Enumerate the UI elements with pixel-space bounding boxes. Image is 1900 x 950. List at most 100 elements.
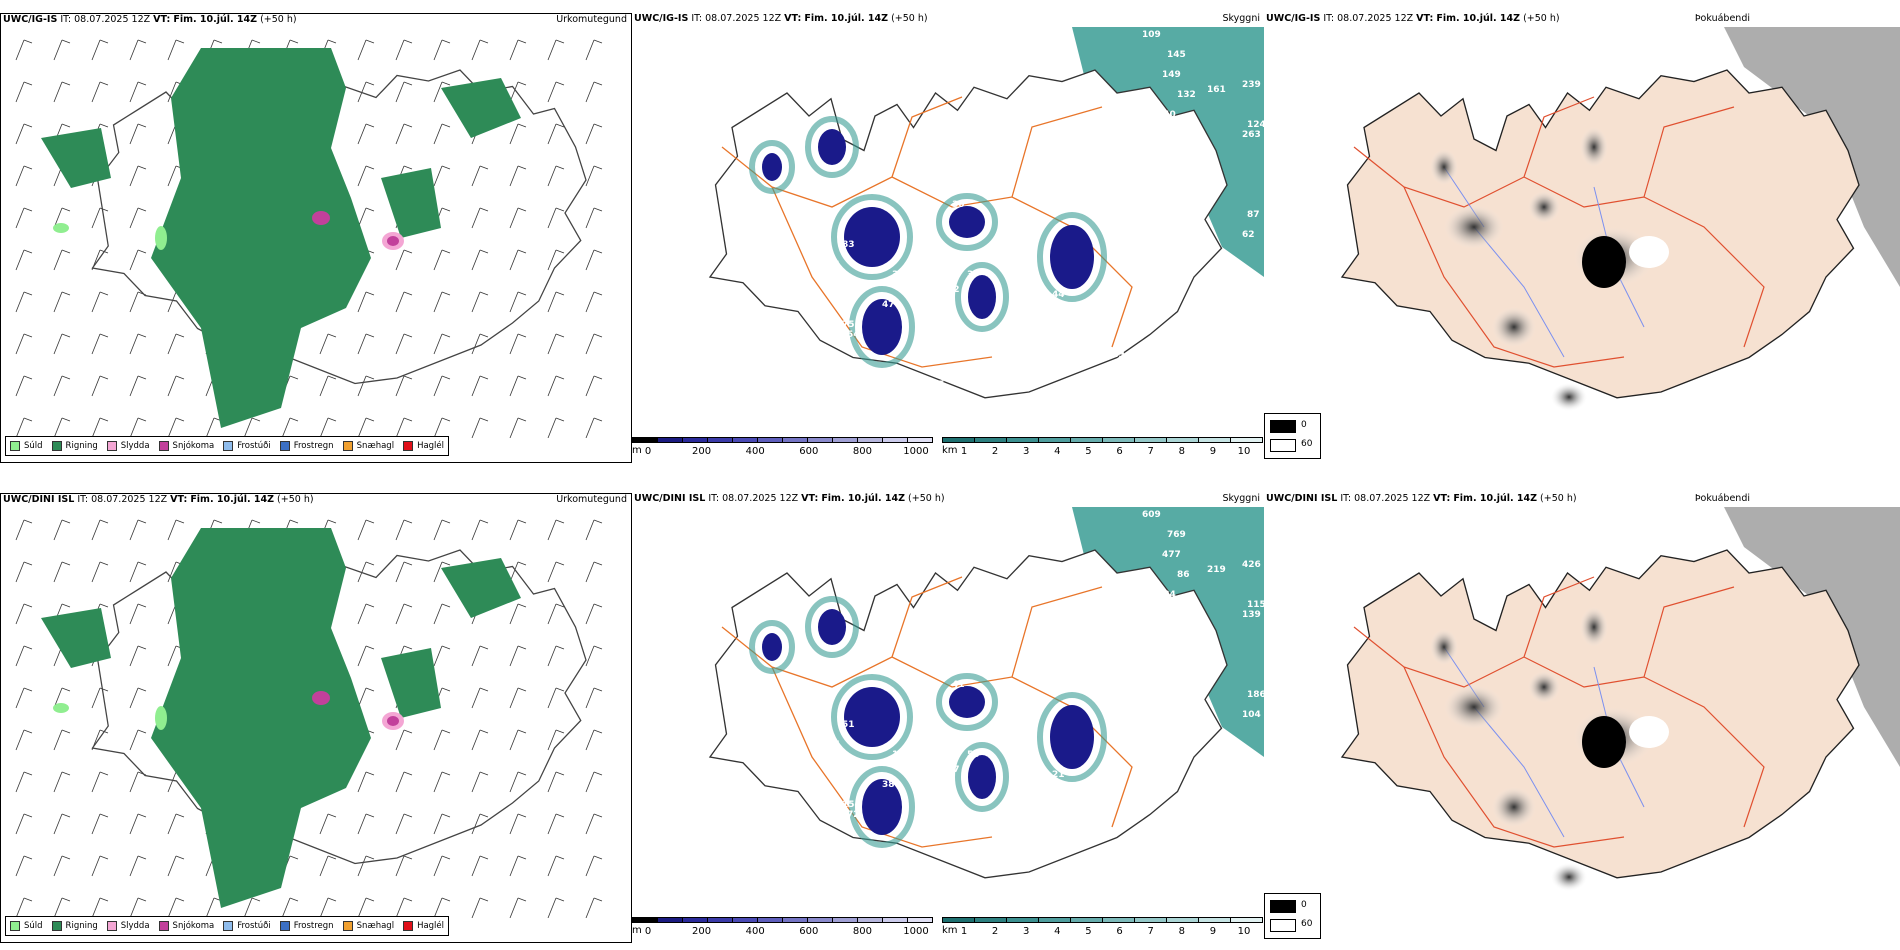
wind-barb-flag [517,813,527,818]
wind-barb [357,813,367,835]
wind-barb [357,645,367,667]
wind-barb-flag [479,333,489,338]
visibility-value-label: 186 [1247,690,1264,700]
colorbar-segment [832,437,858,443]
wind-barb-flag [365,39,375,44]
wind-barb-flag [403,333,413,338]
wind-barb [129,39,139,61]
wind-barb-flag [99,855,109,860]
fog-clear-area [1629,716,1669,748]
fog-map[interactable] [1264,507,1900,907]
fog-map[interactable] [1264,27,1900,427]
wind-barb [357,333,367,355]
wind-barb-flag [517,897,527,902]
wind-barb-flag [593,855,603,860]
wind-barb-flag [365,291,375,296]
wind-barb-flag [593,519,603,524]
wind-barb [167,291,177,313]
legend-item: Frostregn [279,441,334,451]
product-title: Skyggni [1222,493,1260,504]
wind-barb-flag [479,417,489,422]
sea-fog [1724,507,1900,767]
wind-barb [167,855,177,877]
low-cloud-patch [968,755,996,799]
visibility-value-label: 263 [1242,130,1261,140]
wind-barb-flag [175,333,185,338]
fog-core [1582,716,1626,768]
wind-barb [15,291,25,313]
colorbar-segment [1038,437,1071,443]
wind-barb [357,603,367,625]
visibility-value-label: 219 [1207,565,1226,575]
it-label: IT: [1323,13,1335,24]
low-cloud-halo [749,620,795,674]
wind-barb [91,417,101,438]
colorbar-unit: km [942,925,958,936]
legend-swatch [403,441,414,451]
wind-barb-flag [555,813,565,818]
colorbar-tick: 1000 [903,446,929,457]
wind-barb [129,291,139,313]
wind-barb-flag [403,375,413,380]
wind-barb-flag [99,813,109,818]
precip-map[interactable] [1,508,631,918]
wind-barb [15,81,25,103]
snow-area [387,716,399,726]
visibility-value-label: 260 [1172,600,1191,610]
wind-barb [509,771,519,793]
fog-legend-label: 0 [1301,420,1307,430]
visibility-value-label: 61 [1142,580,1155,590]
visibility-map[interactable]: 109 145 149 132 161 239 148 140 219 312 263 124 642 8… [632,27,1264,427]
wind-barb [471,813,481,835]
low-cloud-patch [968,275,996,319]
rain-area [381,168,441,238]
wind-barb [547,519,557,541]
wind-barb [319,855,329,877]
wind-barb-flag [327,813,337,818]
wind-barb-flag [479,729,489,734]
wind-barb-flag [441,249,451,254]
wind-barb [91,39,101,61]
legend-item: Snjókoma [158,921,214,931]
wind-barb [91,561,101,583]
wind-barb [509,165,519,187]
road-network [721,576,1133,848]
visibility-value-label: 115 [1247,600,1264,610]
visibility-value-label: 38 [882,780,895,790]
colorbar-tick: 1000 [903,926,929,937]
wind-barb-flag [23,519,33,524]
wind-barb-flag [441,897,451,902]
fog-patch [1580,127,1608,167]
wind-barb [585,561,595,583]
wind-barb-flag [593,771,603,776]
legend-swatch [10,441,20,451]
wind-barb-flag [289,417,299,422]
low-cloud-halo [1037,212,1107,302]
visibility-map[interactable]: 609 769 477 86 219 426 61 184 260 237 139 115 91 186 1… [632,507,1264,907]
wind-barb-flag [289,375,299,380]
wind-barb [585,813,595,835]
colorbar-tick: 0 [644,446,652,457]
wind-barb [547,603,557,625]
precip-map[interactable] [1,28,631,438]
fog-patch [1444,205,1504,249]
colorbar-segment [657,917,683,923]
wind-barb-flag [593,897,603,902]
low-cloud-halo [955,262,1009,332]
it-label: IT: [60,14,72,25]
it-value: 08.07.2025 12Z [1337,13,1414,24]
legend-swatch [403,921,414,931]
wind-barb-flag [137,81,147,86]
colorbar-segment [1230,437,1263,443]
wind-barb [471,519,481,541]
model-name: UWC/IG-IS [634,13,689,24]
wind-barb-flag [99,291,109,296]
legend-item: Súld [10,441,43,451]
colorbar-tick: 2 [991,446,999,457]
fog-svg [1340,507,1900,891]
wind-barb [53,81,63,103]
vt-value: Fim. 10.júl. 14Z [821,493,906,504]
low-cloud-halo [936,193,998,251]
visibility-value-label: 37 [892,270,905,280]
wind-barb-flag [61,417,71,422]
